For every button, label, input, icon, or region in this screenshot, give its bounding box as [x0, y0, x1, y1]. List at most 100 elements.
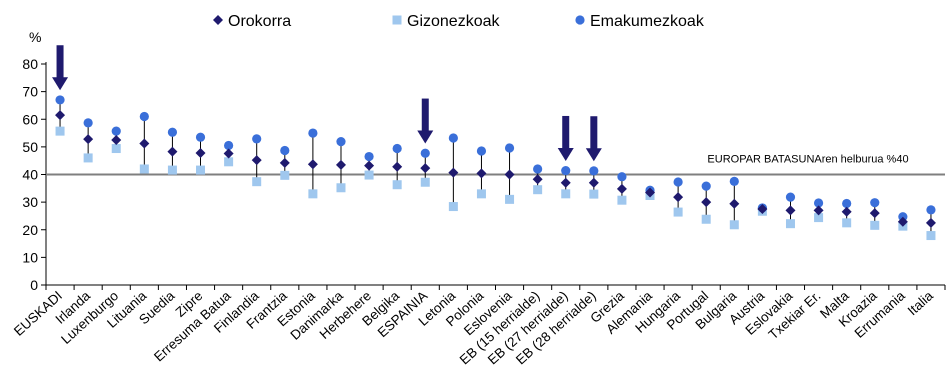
point-orokorra — [364, 160, 375, 171]
point-orokorra — [673, 192, 684, 203]
point-gizonezkoak — [505, 194, 515, 204]
point-gizonezkoak — [926, 231, 936, 241]
point-emakumezkoak — [870, 198, 880, 208]
y-tick-label: 40 — [22, 167, 38, 183]
point-gizonezkoak — [139, 164, 149, 174]
point-orokorra — [897, 216, 908, 227]
legend-label: Emakumezkoak — [590, 13, 705, 30]
point-orokorra — [476, 168, 487, 179]
legend-item-orokorra: Orokorra — [213, 13, 291, 30]
point-emakumezkoak — [533, 164, 543, 174]
point-orokorra — [616, 183, 627, 194]
point-orokorra — [167, 146, 178, 157]
point-emakumezkoak — [139, 111, 149, 122]
point-emakumezkoak — [252, 134, 262, 144]
point-emakumezkoak — [617, 172, 627, 182]
point-emakumezkoak — [476, 146, 487, 156]
point-emakumezkoak — [195, 132, 206, 142]
point-gizonezkoak — [364, 170, 374, 180]
point-orokorra — [392, 161, 403, 172]
legend: Orokorra Gizonezkoak Emakumezkoak — [213, 13, 705, 30]
point-gizonezkoak — [729, 220, 739, 230]
highlight-arrow — [557, 115, 574, 161]
y-tick-label: 20 — [22, 222, 38, 238]
point-orokorra — [729, 198, 740, 209]
point-gizonezkoak — [673, 207, 683, 217]
point-orokorra — [307, 159, 318, 170]
legend-label: Orokorra — [228, 13, 291, 30]
point-orokorra — [785, 205, 796, 216]
point-orokorra — [223, 148, 234, 159]
point-orokorra — [701, 197, 712, 208]
highlight-arrow — [417, 98, 434, 144]
highlight-arrow — [585, 116, 602, 162]
point-orokorra — [560, 177, 571, 188]
point-orokorra — [504, 169, 515, 180]
x-tick-labels: EUSKADIIrlandaLuxenburgoLituaniaSuediaZi… — [11, 288, 936, 368]
point-emakumezkoak — [589, 166, 599, 176]
point-orokorra — [251, 155, 262, 166]
point-orokorra — [279, 157, 290, 168]
point-emakumezkoak — [701, 181, 711, 191]
point-orokorra — [588, 177, 599, 188]
point-orokorra — [448, 167, 459, 178]
point-gizonezkoak — [617, 195, 627, 205]
point-gizonezkoak — [870, 220, 880, 230]
x-axis — [45, 284, 946, 290]
point-gizonezkoak — [83, 153, 93, 163]
point-gizonezkoak — [336, 183, 346, 193]
point-orokorra — [645, 187, 656, 198]
point-gizonezkoak — [280, 170, 290, 180]
point-gizonezkoak — [476, 189, 486, 199]
point-emakumezkoak — [504, 143, 515, 153]
point-emakumezkoak — [420, 148, 430, 158]
point-emakumezkoak — [561, 166, 571, 176]
point-orokorra — [420, 163, 431, 174]
point-gizonezkoak — [589, 189, 599, 199]
point-gizonezkoak — [252, 177, 262, 187]
point-emakumezkoak — [926, 205, 936, 215]
point-gizonezkoak — [196, 165, 206, 175]
point-emakumezkoak — [55, 95, 65, 105]
point-gizonezkoak — [842, 218, 852, 228]
point-gizonezkoak — [111, 144, 121, 154]
point-emakumezkoak — [842, 198, 852, 209]
point-emakumezkoak — [813, 198, 824, 208]
y-tick-label: 80 — [22, 56, 38, 72]
point-emakumezkoak — [111, 126, 121, 136]
point-orokorra — [813, 205, 824, 216]
point-emakumezkoak — [224, 140, 234, 151]
legend-label: Gizonezkoak — [407, 13, 500, 30]
point-emakumezkoak — [392, 143, 402, 154]
data-markers — [55, 95, 936, 241]
y-tick-label: 0 — [30, 277, 38, 293]
target-line-label: EUROPAR BATASUNAren helburua %40 — [707, 154, 908, 166]
legend-item-gizonezkoak: Gizonezkoak — [392, 13, 500, 30]
legend-marker — [392, 15, 402, 25]
x-tick-label: Italia — [905, 288, 937, 319]
point-orokorra — [55, 110, 66, 121]
point-gizonezkoak — [448, 202, 458, 212]
y-axis: 0 10 20 30 40 50 60 70 80 — [22, 56, 47, 293]
y-tick-label: 30 — [22, 194, 38, 210]
point-emakumezkoak — [785, 192, 796, 202]
y-tick-label: 70 — [22, 84, 38, 100]
point-orokorra — [532, 174, 543, 185]
point-gizonezkoak — [224, 157, 234, 167]
point-orokorra — [925, 217, 936, 228]
point-orokorra — [841, 206, 852, 217]
y-tick-label: 60 — [22, 111, 38, 127]
point-gizonezkoak — [167, 165, 177, 175]
point-orokorra — [111, 134, 122, 145]
point-emakumezkoak — [83, 118, 93, 128]
point-gizonezkoak — [785, 219, 795, 229]
point-emakumezkoak — [167, 127, 178, 137]
point-gizonezkoak — [533, 185, 543, 195]
y-axis-label: % — [29, 29, 41, 45]
reference-line: EUROPAR BATASUNAren helburua %40 — [46, 154, 945, 176]
legend-marker — [213, 15, 223, 25]
point-gizonezkoak — [561, 189, 571, 199]
point-orokorra — [869, 208, 880, 219]
range-stems — [59, 99, 932, 236]
